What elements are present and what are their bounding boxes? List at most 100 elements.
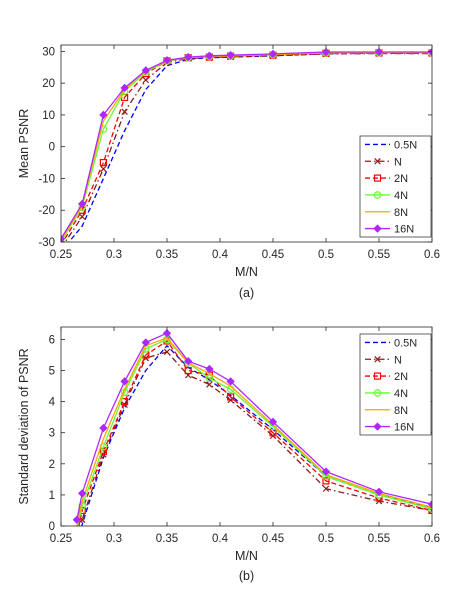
series-group xyxy=(72,329,432,548)
data-point-16n xyxy=(120,83,129,93)
data-point-2n xyxy=(99,158,108,167)
data-point-16n xyxy=(99,110,108,120)
x-tick-label: 0.4 xyxy=(212,533,229,545)
axes-box xyxy=(60,44,433,243)
y-tick-label: 0 xyxy=(49,142,55,154)
panel-caption: (b) xyxy=(239,569,254,583)
data-point-n xyxy=(121,108,128,115)
data-point-4n xyxy=(205,374,214,383)
data-point-16n xyxy=(78,199,87,209)
x-axis-label: M/N xyxy=(235,549,258,563)
legend-label-0.5n: 0.5N xyxy=(394,337,417,349)
data-point-16n xyxy=(162,329,172,338)
y-tick-label: 2 xyxy=(49,459,55,471)
data-point-16n xyxy=(162,56,172,65)
data-point-16n xyxy=(427,47,432,57)
x-tick-label: 0.35 xyxy=(156,249,178,261)
x-tick-label: 0.55 xyxy=(368,533,390,545)
data-point-16n xyxy=(374,487,384,496)
y-tick-label: 20 xyxy=(42,78,55,90)
data-point-16n xyxy=(141,66,150,75)
y-tick-label: 0 xyxy=(49,521,55,533)
x-tick-label: 0.5 xyxy=(318,533,334,545)
data-point-16n xyxy=(184,52,193,62)
y-axis-label: Standard deviation of PSNR xyxy=(17,348,31,504)
x-tick-label: 0.3 xyxy=(106,249,122,261)
y-tick-label: 10 xyxy=(42,110,55,122)
data-point-2n xyxy=(74,532,80,538)
legend-box xyxy=(359,135,432,238)
data-point-n xyxy=(78,213,86,220)
series-line-2n xyxy=(78,340,432,526)
x-tick-label: 0.25 xyxy=(50,249,72,261)
legend-marker-n xyxy=(374,356,381,363)
legend-marker-4n xyxy=(373,191,382,199)
data-point-16n xyxy=(120,377,129,386)
y-tick-label: -20 xyxy=(38,205,55,217)
x-tick-label: 0.55 xyxy=(368,249,390,261)
x-axis-label: M/N xyxy=(235,265,258,279)
legend-label-4n: 4N xyxy=(394,388,408,400)
panel-caption: (a) xyxy=(239,286,254,300)
data-point-16n xyxy=(268,49,278,59)
legend-marker-2n xyxy=(373,174,382,182)
x-tick-label: 0.6 xyxy=(424,249,440,261)
data-point-16n xyxy=(205,51,214,60)
legend-label-4n: 4N xyxy=(394,190,408,202)
y-tick-label: 30 xyxy=(42,46,55,58)
legend-label-16n: 16N xyxy=(394,224,414,236)
legend: 0.5N N 2N 4N 8N 16N xyxy=(359,135,432,238)
legend: 0.5N N 2N 4N 8N 16N xyxy=(359,333,432,436)
legend-marker-16n xyxy=(373,422,382,431)
legend-marker-n xyxy=(374,158,381,165)
y-tick-label: 1 xyxy=(49,490,55,502)
x-tick-label: 0.35 xyxy=(156,533,178,545)
legend-marker-16n xyxy=(373,224,382,233)
x-tick-label: 0.6 xyxy=(424,533,440,545)
y-tick-label: -10 xyxy=(38,173,55,185)
data-point-2n xyxy=(184,366,192,375)
data-point-2n xyxy=(322,477,330,485)
y-tick-label: 5 xyxy=(49,366,55,378)
data-point-n xyxy=(142,76,150,84)
legend-label-8n: 8N xyxy=(394,207,408,219)
x-tick-label: 0.3 xyxy=(106,533,122,545)
data-point-16n xyxy=(141,338,150,347)
y-tick-label: -30 xyxy=(38,237,55,249)
legend-label-2n: 2N xyxy=(394,371,408,383)
data-point-n xyxy=(322,485,330,492)
chart-b: 0.25 0.3 0.35 0.4 0.45 0.5 0.55 0.6 0 1 2 3 4 5 6 M/N St… xyxy=(17,326,440,583)
data-point-16n xyxy=(226,377,235,386)
legend-label-2n: 2N xyxy=(394,173,408,185)
x-tick-label: 0.45 xyxy=(262,533,284,545)
data-point-16n xyxy=(184,357,193,366)
data-point-16n xyxy=(61,234,66,242)
data-point-16n xyxy=(205,364,214,374)
data-point-4n xyxy=(74,525,80,526)
x-tick-label: 0.4 xyxy=(212,249,229,261)
axes-box xyxy=(60,326,433,527)
x-tick-label: 0.25 xyxy=(50,533,72,545)
data-point-2n xyxy=(227,393,235,401)
legend-label-8n: 8N xyxy=(394,405,408,417)
data-point-16n xyxy=(226,51,235,60)
x-tick-label: 0.45 xyxy=(262,249,284,261)
y-axis-label: Mean PSNR xyxy=(17,109,31,178)
legend-marker-4n xyxy=(373,389,382,397)
y-tick-label: 6 xyxy=(49,334,55,346)
data-point-16n xyxy=(99,423,108,433)
data-point-n xyxy=(74,542,80,548)
data-point-2n xyxy=(61,241,65,242)
legend-label-16n: 16N xyxy=(394,422,414,434)
data-point-16n xyxy=(427,500,432,509)
data-point-16n xyxy=(72,515,82,524)
data-point-n xyxy=(206,381,213,388)
data-point-16n xyxy=(268,417,278,427)
data-point-16n xyxy=(321,467,331,476)
legend-box xyxy=(359,333,432,436)
legend-label-n: N xyxy=(394,354,402,366)
y-tick-label: 4 xyxy=(49,397,56,409)
chart-a: 0.25 0.3 0.35 0.4 0.45 0.5 0.55 0.6 -30 -20 -10 0 10… xyxy=(17,44,440,300)
y-tick-label: 3 xyxy=(49,428,55,440)
